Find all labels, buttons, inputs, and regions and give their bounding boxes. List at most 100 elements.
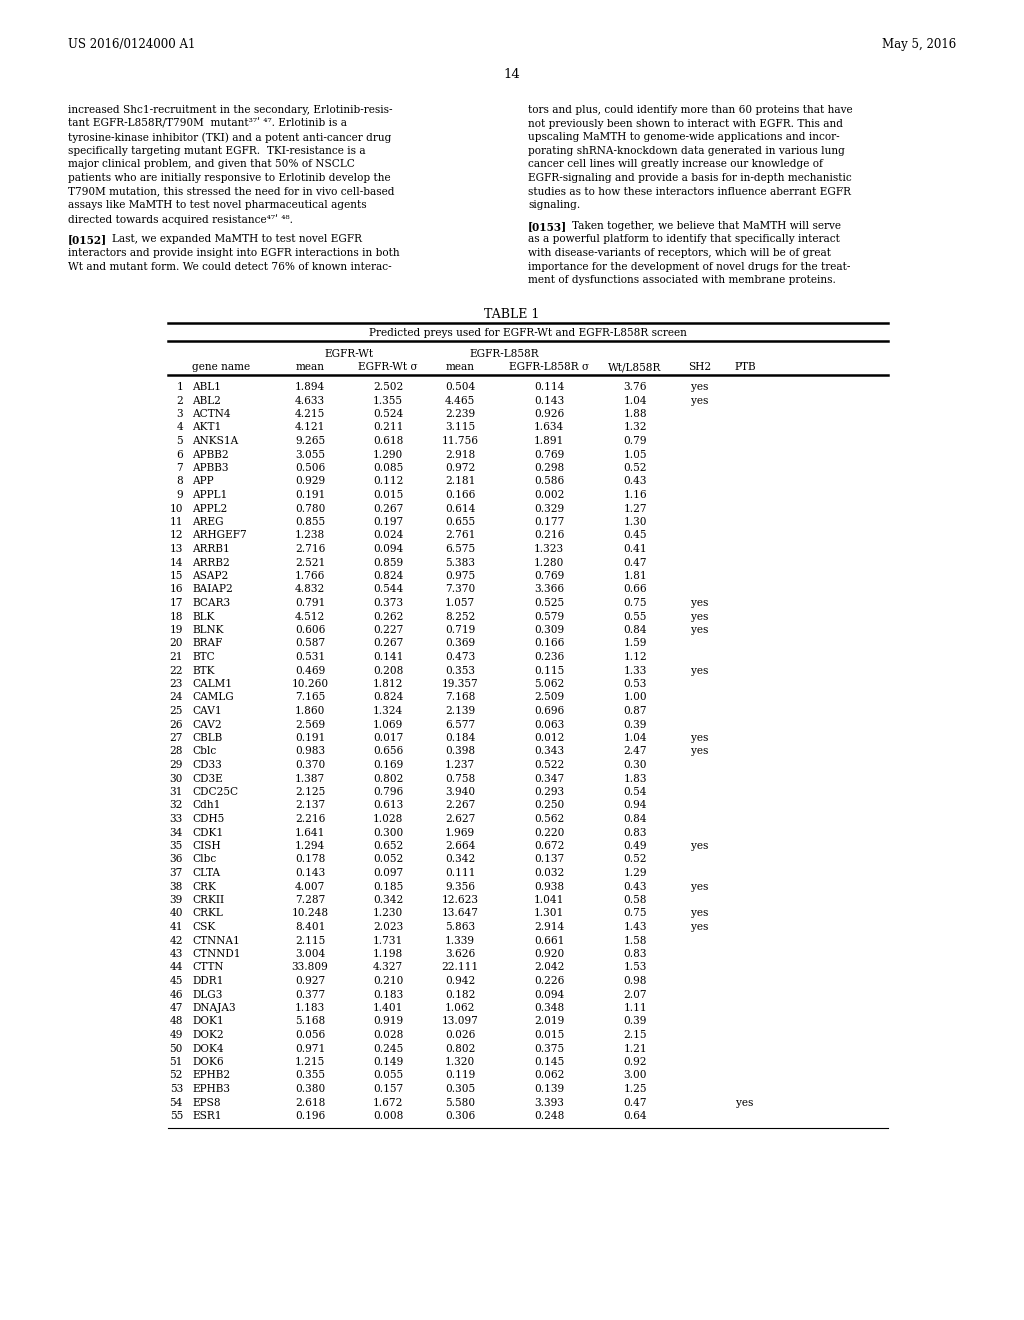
- Text: 1.00: 1.00: [624, 693, 647, 702]
- Text: 29: 29: [170, 760, 183, 770]
- Text: 2.267: 2.267: [444, 800, 475, 810]
- Text: 0.236: 0.236: [534, 652, 564, 663]
- Text: 1.230: 1.230: [373, 908, 403, 919]
- Text: 0.919: 0.919: [373, 1016, 403, 1027]
- Text: 38: 38: [170, 882, 183, 891]
- Text: 2.502: 2.502: [373, 381, 403, 392]
- Text: 0.293: 0.293: [534, 787, 564, 797]
- Text: Cdh1: Cdh1: [193, 800, 220, 810]
- Text: 8: 8: [176, 477, 183, 487]
- Text: 0.141: 0.141: [373, 652, 403, 663]
- Text: 19: 19: [170, 624, 183, 635]
- Text: 1.062: 1.062: [444, 1003, 475, 1012]
- Text: Clbc: Clbc: [193, 854, 216, 865]
- Text: 0.143: 0.143: [295, 869, 326, 878]
- Text: 5.863: 5.863: [445, 921, 475, 932]
- Text: 0.398: 0.398: [445, 747, 475, 756]
- Text: 1.324: 1.324: [373, 706, 403, 715]
- Text: 0.672: 0.672: [534, 841, 564, 851]
- Text: 2.15: 2.15: [624, 1030, 647, 1040]
- Text: 2.664: 2.664: [444, 841, 475, 851]
- Text: 0.64: 0.64: [624, 1111, 647, 1121]
- Text: CISH: CISH: [193, 841, 220, 851]
- Text: 0.544: 0.544: [373, 585, 403, 594]
- Text: 0.250: 0.250: [534, 800, 564, 810]
- Text: 0.983: 0.983: [295, 747, 325, 756]
- Text: 2.042: 2.042: [534, 962, 564, 973]
- Text: 0.84: 0.84: [624, 624, 647, 635]
- Text: PTB: PTB: [734, 362, 756, 372]
- Text: 10: 10: [170, 503, 183, 513]
- Text: 0.525: 0.525: [534, 598, 564, 609]
- Text: 8.401: 8.401: [295, 921, 326, 932]
- Text: 1.355: 1.355: [373, 396, 403, 405]
- Text: 41: 41: [170, 921, 183, 932]
- Text: 39: 39: [170, 895, 183, 906]
- Text: 0.062: 0.062: [534, 1071, 564, 1081]
- Text: EPHB2: EPHB2: [193, 1071, 230, 1081]
- Text: 0.655: 0.655: [445, 517, 475, 527]
- Text: 22.111: 22.111: [441, 962, 478, 973]
- Text: 53: 53: [170, 1084, 183, 1094]
- Text: 22: 22: [170, 665, 183, 676]
- Text: 1.238: 1.238: [295, 531, 326, 540]
- Text: 0.47: 0.47: [624, 1097, 647, 1107]
- Text: 46: 46: [170, 990, 183, 999]
- Text: 1.21: 1.21: [624, 1044, 647, 1053]
- Text: 2.125: 2.125: [295, 787, 326, 797]
- Text: 0.971: 0.971: [295, 1044, 326, 1053]
- Text: 0.41: 0.41: [624, 544, 647, 554]
- Text: 2.023: 2.023: [373, 921, 403, 932]
- Text: yes: yes: [691, 611, 709, 622]
- Text: 0.606: 0.606: [295, 624, 326, 635]
- Text: 0.796: 0.796: [373, 787, 403, 797]
- Text: 2: 2: [176, 396, 183, 405]
- Text: 1: 1: [176, 381, 183, 392]
- Text: 0.579: 0.579: [534, 611, 564, 622]
- Text: 1.339: 1.339: [445, 936, 475, 945]
- Text: 40: 40: [170, 908, 183, 919]
- Text: 1.894: 1.894: [295, 381, 326, 392]
- Text: 0.024: 0.024: [373, 531, 403, 540]
- Text: 0.802: 0.802: [444, 1044, 475, 1053]
- Text: 1.672: 1.672: [373, 1097, 403, 1107]
- Text: 5.062: 5.062: [534, 678, 564, 689]
- Text: APBB2: APBB2: [193, 450, 228, 459]
- Text: 1.290: 1.290: [373, 450, 403, 459]
- Text: 28: 28: [170, 747, 183, 756]
- Text: 4.215: 4.215: [295, 409, 326, 418]
- Text: yes: yes: [691, 598, 709, 609]
- Text: 0.063: 0.063: [534, 719, 564, 730]
- Text: CD3E: CD3E: [193, 774, 223, 784]
- Text: 4: 4: [176, 422, 183, 433]
- Text: Last, we expanded MaMTH to test novel EGFR: Last, we expanded MaMTH to test novel EG…: [112, 235, 362, 244]
- Text: 2.019: 2.019: [534, 1016, 564, 1027]
- Text: 2.47: 2.47: [624, 747, 647, 756]
- Text: 0.055: 0.055: [373, 1071, 403, 1081]
- Text: 1.88: 1.88: [624, 409, 647, 418]
- Text: 0.353: 0.353: [445, 665, 475, 676]
- Text: 0.210: 0.210: [373, 975, 403, 986]
- Text: 0.032: 0.032: [534, 869, 564, 878]
- Text: 0.802: 0.802: [373, 774, 403, 784]
- Text: 3.366: 3.366: [534, 585, 564, 594]
- Text: 23: 23: [170, 678, 183, 689]
- Text: 5.383: 5.383: [445, 557, 475, 568]
- Text: 0.83: 0.83: [624, 949, 647, 960]
- Text: 0.652: 0.652: [373, 841, 403, 851]
- Text: 0.92: 0.92: [624, 1057, 647, 1067]
- Text: 7.165: 7.165: [295, 693, 326, 702]
- Text: 4.512: 4.512: [295, 611, 326, 622]
- Text: 0.696: 0.696: [534, 706, 564, 715]
- Text: 33.809: 33.809: [292, 962, 329, 973]
- Text: 0.226: 0.226: [534, 975, 564, 986]
- Text: TABLE 1: TABLE 1: [484, 308, 540, 321]
- Text: 0.84: 0.84: [624, 814, 647, 824]
- Text: 1.280: 1.280: [534, 557, 564, 568]
- Text: 0.008: 0.008: [373, 1111, 403, 1121]
- Text: 4.633: 4.633: [295, 396, 325, 405]
- Text: 18: 18: [170, 611, 183, 622]
- Text: 0.183: 0.183: [373, 990, 403, 999]
- Text: 16: 16: [170, 585, 183, 594]
- Text: 1.32: 1.32: [624, 422, 647, 433]
